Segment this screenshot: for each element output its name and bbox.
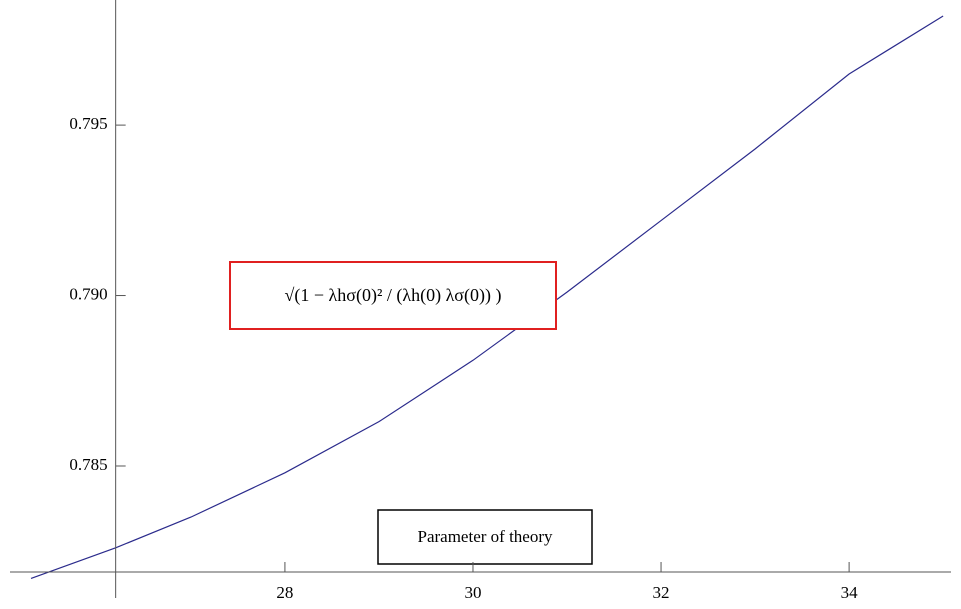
y-tick-label: 0.790 (69, 284, 107, 303)
annotation: √(1 − λhσ(0)² / (λh(0) λσ(0)) ) (285, 285, 502, 306)
y-tick-label: 0.795 (69, 114, 107, 133)
y-tick-label: 0.785 (69, 455, 107, 474)
x-label-box (377, 509, 593, 565)
x-axis-label: Parameter of theory (418, 527, 553, 546)
annotation-box (229, 261, 557, 330)
x-tick-label: 32 (653, 583, 670, 602)
x-tick-label: 34 (841, 583, 859, 602)
line (30, 15, 944, 580)
x-tick-label: 28 (276, 583, 293, 602)
x-tick-label: 30 (464, 583, 481, 602)
